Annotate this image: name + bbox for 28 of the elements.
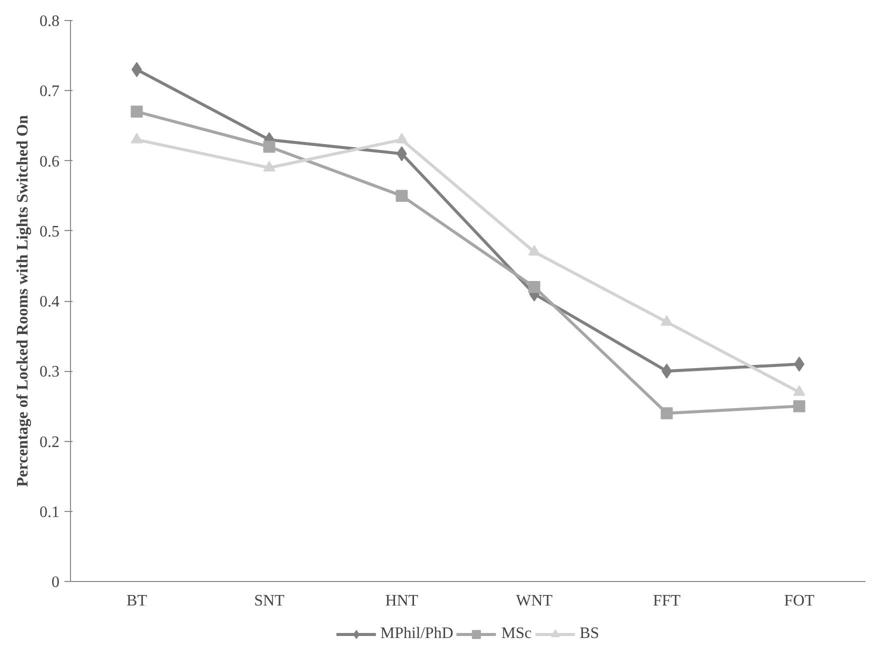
x-tick-label: BT — [126, 592, 148, 610]
y-tick-label: 0.7 — [40, 83, 60, 100]
x-tick-label: SNT — [254, 592, 285, 610]
point — [793, 400, 806, 412]
point — [263, 140, 276, 153]
point — [660, 407, 673, 420]
x-tick-label: HNT — [385, 592, 418, 610]
y-tick-label: 0.5 — [40, 223, 60, 240]
y-tick-label: 0.8 — [40, 13, 60, 30]
y-tick-label: 0 — [52, 574, 60, 591]
legend-label: MSc — [501, 625, 532, 643]
point — [528, 280, 540, 293]
x-tick-label: WNT — [516, 592, 553, 610]
point — [793, 385, 806, 396]
y-tick-label: 0.3 — [40, 364, 60, 381]
point — [528, 245, 540, 256]
y-tick-label: 0.4 — [40, 294, 60, 310]
y-tick-label: 0.2 — [40, 434, 60, 451]
legend-label: MPhil/PhD — [380, 625, 454, 643]
y-tick-label: 0.1 — [40, 504, 60, 521]
point — [660, 315, 673, 326]
x-tick-label: FOT — [784, 592, 815, 610]
x-tick-label: FFT — [652, 592, 681, 610]
point — [130, 106, 143, 118]
y-axis-title: Percentage of Locked Rooms with Lights Switched On — [14, 115, 32, 487]
y-tick-label: 0.6 — [40, 153, 60, 170]
legend-label: BS — [580, 625, 600, 643]
point — [396, 190, 408, 202]
